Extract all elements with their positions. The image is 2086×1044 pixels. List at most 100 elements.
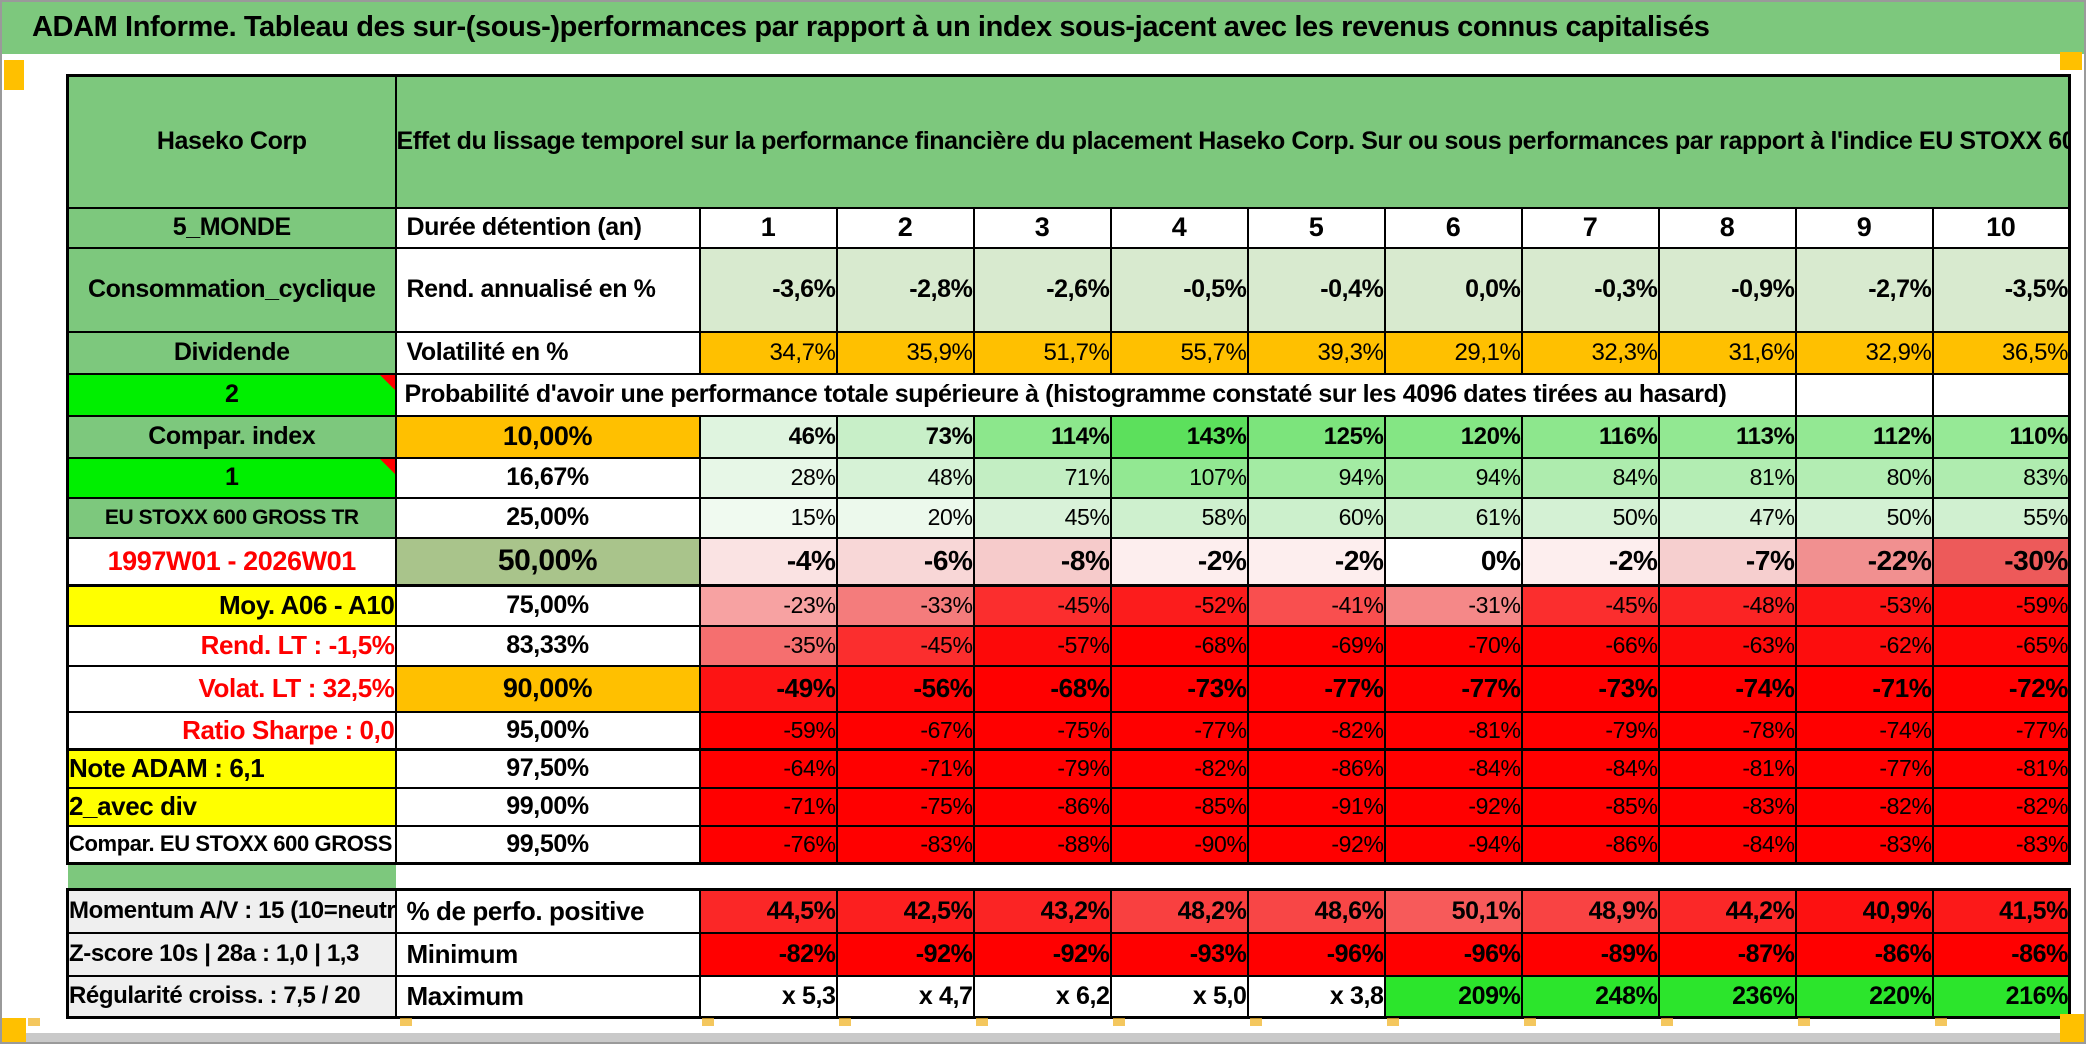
cell-p99-8[interactable]: -83% [1657,786,1797,827]
cell-duration-3[interactable]: 3 [972,206,1112,249]
cell-p95-7[interactable]: -79% [1520,710,1660,751]
cell-p90-3[interactable]: -68% [972,664,1112,713]
cell-annualized-10[interactable]: -3,5% [1931,246,2072,333]
cell-positive-10[interactable]: 41,5% [1931,888,2072,934]
cell-p25-5[interactable]: 60% [1246,496,1386,539]
cell-duration-6[interactable]: 6 [1383,206,1523,249]
cell-p50-5[interactable]: -2% [1246,536,1386,587]
row-label-maximum[interactable]: Régularité croiss. : 7,5 / 20 [66,974,397,1019]
cell-p99-3[interactable]: -86% [972,786,1112,827]
cell-volatility-8[interactable]: 31,6% [1657,330,1797,375]
description-cell[interactable]: Effet du lissage temporel sur la perform… [394,74,2072,209]
cell-p995-3[interactable]: -88% [972,824,1112,865]
cell-p995-4[interactable]: -90% [1109,824,1249,865]
cell-p25-3[interactable]: 45% [972,496,1112,539]
cell-p25-2[interactable]: 20% [835,496,975,539]
cell-maximum-2[interactable]: x 4,7 [835,974,975,1019]
cell-p90-5[interactable]: -77% [1246,664,1386,713]
cell-minimum-10[interactable]: -86% [1931,931,2072,977]
cell-maximum-7[interactable]: 248% [1520,974,1660,1019]
cell-p8333-10[interactable]: -65% [1931,624,2072,667]
cell-p1667-9[interactable]: 80% [1794,456,1934,499]
cell-p90-7[interactable]: -73% [1520,664,1660,713]
cell-p8333-7[interactable]: -66% [1520,624,1660,667]
cell-p8333-4[interactable]: -68% [1109,624,1249,667]
cell-p99-5[interactable]: -91% [1246,786,1386,827]
cell-p8333-5[interactable]: -69% [1246,624,1386,667]
cell-p975-1[interactable]: -64% [698,748,838,789]
cell-positive-2[interactable]: 42,5% [835,888,975,934]
cell-p1667-2[interactable]: 48% [835,456,975,499]
cell-p1667-10[interactable]: 83% [1931,456,2072,499]
cell-maximum-9[interactable]: 220% [1794,974,1934,1019]
cell-p975-7[interactable]: -84% [1520,748,1660,789]
cell-p50-4[interactable]: -2% [1109,536,1249,587]
cell-volatility-1[interactable]: 34,7% [698,330,838,375]
cell-p1667-7[interactable]: 84% [1520,456,1660,499]
cell-p10-10[interactable]: 110% [1931,414,2072,459]
cell-p25-8[interactable]: 47% [1657,496,1797,539]
cell-p10-3[interactable]: 114% [972,414,1112,459]
cell-annualized-9[interactable]: -2,7% [1794,246,1934,333]
col-b-p10[interactable]: 10,00% [394,414,701,459]
cell-maximum-3[interactable]: x 6,2 [972,974,1112,1019]
cell-minimum-6[interactable]: -96% [1383,931,1523,977]
cell-duration-4[interactable]: 4 [1109,206,1249,249]
cell-p995-6[interactable]: -94% [1383,824,1523,865]
cell-maximum-6[interactable]: 209% [1383,974,1523,1019]
row-label-p1667[interactable]: 1 [66,456,397,499]
cell-p90-6[interactable]: -77% [1383,664,1523,713]
col-b-maximum[interactable]: Maximum [394,974,701,1019]
cell-p90-1[interactable]: -49% [698,664,838,713]
cell-p99-2[interactable]: -75% [835,786,975,827]
cell-p10-4[interactable]: 143% [1109,414,1249,459]
cell-p75-4[interactable]: -52% [1109,584,1249,627]
cell-minimum-3[interactable]: -92% [972,931,1112,977]
cell-volatility-3[interactable]: 51,7% [972,330,1112,375]
cell-p75-10[interactable]: -59% [1931,584,2072,627]
cell-positive-7[interactable]: 48,9% [1520,888,1660,934]
cell-p50-1[interactable]: -4% [698,536,838,587]
cell-p995-9[interactable]: -83% [1794,824,1934,865]
cell-p90-9[interactable]: -71% [1794,664,1934,713]
cell-p25-4[interactable]: 58% [1109,496,1249,539]
cell-annualized-5[interactable]: -0,4% [1246,246,1386,333]
cell-p1667-3[interactable]: 71% [972,456,1112,499]
cell-p975-10[interactable]: -81% [1931,748,2072,789]
cell-p995-7[interactable]: -86% [1520,824,1660,865]
cell-p25-6[interactable]: 61% [1383,496,1523,539]
cell-p10-8[interactable]: 113% [1657,414,1797,459]
cell-p975-4[interactable]: -82% [1109,748,1249,789]
cell-p95-3[interactable]: -75% [972,710,1112,751]
cell-p8333-8[interactable]: -63% [1657,624,1797,667]
col-b-p8333[interactable]: 83,33% [394,624,701,667]
cell-p95-8[interactable]: -78% [1657,710,1797,751]
cell-p90-4[interactable]: -73% [1109,664,1249,713]
cell-duration-7[interactable]: 7 [1520,206,1660,249]
col-b-minimum[interactable]: Minimum [394,931,701,977]
cell-p995-2[interactable]: -83% [835,824,975,865]
cell-p8333-1[interactable]: -35% [698,624,838,667]
cell-p10-7[interactable]: 116% [1520,414,1660,459]
cell-p95-4[interactable]: -77% [1109,710,1249,751]
cell-p8333-3[interactable]: -57% [972,624,1112,667]
cell-volatility-2[interactable]: 35,9% [835,330,975,375]
cell-probability-9[interactable] [1794,372,1934,417]
cell-positive-1[interactable]: 44,5% [698,888,838,934]
cell-maximum-10[interactable]: 216% [1931,974,2072,1019]
cell-maximum-4[interactable]: x 5,0 [1109,974,1249,1019]
cell-p50-6[interactable]: 0% [1383,536,1523,587]
col-b-duration[interactable]: Durée détention (an) [394,206,701,249]
cell-p10-6[interactable]: 120% [1383,414,1523,459]
cell-p95-10[interactable]: -77% [1931,710,2072,751]
cell-duration-5[interactable]: 5 [1246,206,1386,249]
cell-p1667-1[interactable]: 28% [698,456,838,499]
cell-p975-5[interactable]: -86% [1246,748,1386,789]
cell-p10-2[interactable]: 73% [835,414,975,459]
col-b-p995[interactable]: 99,50% [394,824,701,865]
row-label-minimum[interactable]: Z-score 10s | 28a : 1,0 | 1,3 [66,931,397,977]
cell-p50-2[interactable]: -6% [835,536,975,587]
cell-p8333-9[interactable]: -62% [1794,624,1934,667]
cell-p90-8[interactable]: -74% [1657,664,1797,713]
cell-p1667-6[interactable]: 94% [1383,456,1523,499]
